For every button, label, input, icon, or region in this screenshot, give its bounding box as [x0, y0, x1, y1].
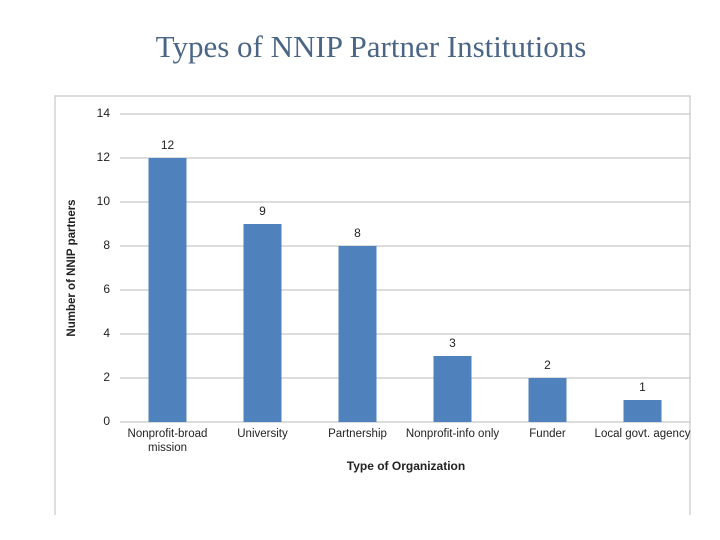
y-axis-title: Number of NNIP partners — [66, 199, 78, 336]
y-tick-label: 8 — [103, 238, 110, 252]
value-label: 3 — [449, 336, 456, 350]
y-tick-label: 2 — [103, 370, 110, 384]
x-axis-title: Type of Organization — [347, 459, 465, 473]
bar — [243, 224, 282, 422]
value-label: 8 — [354, 226, 361, 240]
bar — [433, 356, 472, 422]
y-tick-label: 14 — [97, 106, 111, 120]
x-tick-label: Partnership — [328, 428, 387, 440]
y-tick-label: 4 — [103, 326, 110, 340]
x-tick-label: Nonprofit-info only — [405, 428, 500, 440]
bar — [338, 246, 377, 422]
y-tick-label: 6 — [103, 282, 110, 296]
y-tick-label: 12 — [97, 150, 111, 164]
value-label: 2 — [544, 358, 551, 372]
value-label: 1 — [639, 380, 646, 394]
bar — [623, 400, 662, 422]
value-label: 9 — [259, 204, 266, 218]
x-tick-label: Funder — [529, 428, 566, 440]
x-tick-label: Local govt. agency — [594, 428, 691, 440]
x-tick-label: University — [237, 428, 288, 440]
y-tick-label: 0 — [103, 414, 110, 428]
x-tick-label: Nonprofit-broad mission — [127, 428, 208, 454]
value-label: 12 — [161, 138, 175, 152]
y-tick-label: 10 — [97, 194, 111, 208]
bar — [528, 378, 567, 422]
chart-title: Types of NNIP Partner Institutions — [156, 29, 587, 64]
chart-frame — [54, 95, 691, 515]
bar — [148, 158, 187, 422]
